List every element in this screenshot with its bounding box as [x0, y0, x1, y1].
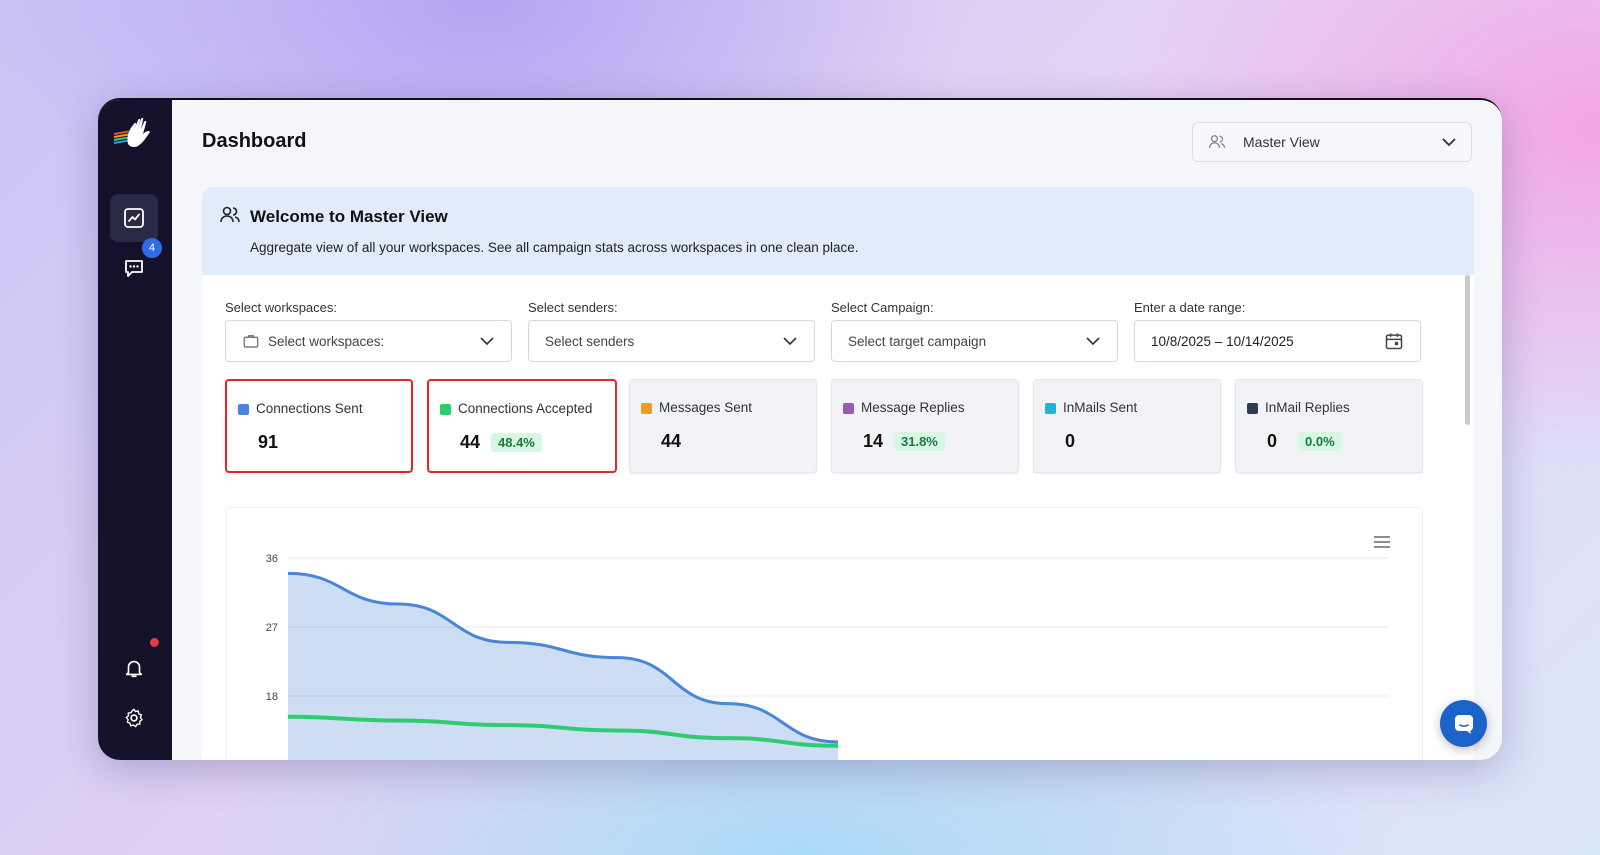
y-tick-label: 27	[266, 622, 278, 634]
chat-icon	[1454, 714, 1473, 734]
date-range-input[interactable]: 10/8/2025 – 10/14/2025	[1134, 320, 1421, 362]
master-view-card: Welcome to Master View Aggregate view of…	[202, 187, 1474, 760]
date-range-value: 10/8/2025 – 10/14/2025	[1151, 333, 1294, 349]
users-icon	[220, 206, 240, 223]
chevron-down-icon	[1086, 337, 1100, 346]
stat-card: Messages Sent 44	[629, 379, 817, 473]
chevron-down-icon	[480, 337, 494, 346]
stat-value: 0	[1065, 431, 1076, 451]
app-logo	[110, 114, 158, 154]
stat-color-swatch	[641, 403, 652, 414]
users-icon	[1208, 135, 1226, 148]
sidebar-item-analytics[interactable]	[110, 194, 158, 242]
stat-value: 44	[661, 431, 682, 451]
bell-icon	[125, 660, 143, 678]
senders-label: Select senders:	[528, 300, 618, 315]
stat-value: 91	[258, 432, 279, 452]
senders-select[interactable]: Select senders	[528, 320, 815, 362]
stat-card: Message Replies 14 31.8%	[831, 379, 1019, 473]
stat-percentage-badge: 31.8%	[894, 432, 945, 451]
sidebar: 4	[98, 100, 172, 760]
gear-icon	[125, 708, 143, 728]
chevron-down-icon	[1442, 138, 1456, 147]
stat-color-swatch	[1247, 403, 1258, 414]
stat-title: Message Replies	[861, 400, 965, 415]
stat-title: InMails Sent	[1063, 400, 1138, 415]
calendar-icon[interactable]	[1384, 331, 1404, 351]
chart-icon	[124, 208, 144, 228]
stat-title: Messages Sent	[659, 400, 753, 415]
notification-dot	[150, 638, 159, 647]
workspaces-select-value: Select workspaces:	[268, 333, 385, 349]
stat-card: InMails Sent 0	[1033, 379, 1221, 473]
stat-card: Connections Sent 91	[225, 379, 413, 473]
campaign-select[interactable]: Select target campaign	[831, 320, 1118, 362]
chart-card: 36 27 18	[226, 507, 1423, 760]
workspaces-select[interactable]: Select workspaces:	[225, 320, 512, 362]
series-area	[288, 573, 838, 760]
stat-color-swatch	[843, 403, 854, 414]
stat-color-swatch	[238, 404, 249, 415]
stat-card: Connections Accepted 44 48.4%	[427, 379, 617, 473]
date-range-label: Enter a date range:	[1134, 300, 1246, 315]
stat-title: Connections Accepted	[458, 401, 593, 416]
sidebar-item-messages[interactable]: 4	[110, 238, 162, 292]
chevron-down-icon	[783, 337, 797, 346]
welcome-banner: Welcome to Master View Aggregate view of…	[202, 187, 1474, 275]
scrollbar[interactable]	[1465, 275, 1470, 425]
briefcase-icon	[243, 335, 259, 348]
page-title: Dashboard	[202, 130, 307, 152]
welcome-title: Welcome to Master View	[250, 207, 448, 226]
campaign-select-value: Select target campaign	[848, 333, 987, 349]
stat-color-swatch	[1045, 403, 1056, 414]
campaign-label: Select Campaign:	[831, 300, 934, 315]
activity-chart: 36 27 18	[266, 553, 1388, 760]
series-line	[287, 571, 839, 744]
support-chat-button[interactable]	[1440, 700, 1487, 747]
stat-card: InMail Replies 0 0.0%	[1235, 379, 1423, 473]
stat-color-swatch	[440, 404, 451, 415]
senders-select-value: Select senders	[545, 333, 635, 349]
stat-title: Connections Sent	[256, 401, 363, 416]
stat-value: 0	[1267, 431, 1278, 451]
stat-percentage-badge: 0.0%	[1298, 432, 1342, 451]
menu-icon[interactable]	[1372, 534, 1392, 550]
welcome-subtitle: Aggregate view of all your workspaces. S…	[250, 240, 859, 255]
app-window: 4 Dashboard Master View	[98, 98, 1502, 760]
y-tick-label: 18	[266, 691, 278, 703]
main-content: Dashboard Master View Welco	[172, 100, 1502, 760]
view-select[interactable]: Master View	[1192, 122, 1472, 162]
chat-icon	[125, 260, 143, 277]
stat-percentage-badge: 48.4%	[491, 433, 542, 452]
view-select-label: Master View	[1243, 134, 1320, 150]
workspaces-label: Select workspaces:	[225, 300, 337, 315]
series-line	[287, 714, 839, 748]
messages-badge: 4	[142, 238, 162, 258]
stat-title: InMail Replies	[1265, 400, 1350, 415]
stat-value: 14	[863, 431, 884, 451]
stat-value: 44	[460, 432, 481, 452]
y-tick-label: 36	[266, 553, 278, 565]
sidebar-item-notifications[interactable]	[110, 644, 158, 692]
sidebar-item-settings[interactable]	[110, 694, 158, 742]
